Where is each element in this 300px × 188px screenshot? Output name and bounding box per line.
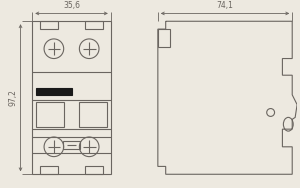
Bar bbox=[36, 102, 64, 127]
Bar bbox=[85, 166, 103, 174]
Bar bbox=[85, 21, 103, 29]
Text: 35,6: 35,6 bbox=[63, 2, 80, 11]
Bar bbox=[40, 21, 58, 29]
Bar bbox=[63, 141, 80, 149]
Bar bbox=[36, 88, 71, 95]
Text: 74,1: 74,1 bbox=[217, 2, 233, 11]
Bar bbox=[40, 166, 58, 174]
Bar bbox=[158, 29, 170, 47]
Bar bbox=[32, 21, 111, 174]
Text: 97,2: 97,2 bbox=[9, 89, 18, 106]
Bar bbox=[80, 102, 107, 127]
